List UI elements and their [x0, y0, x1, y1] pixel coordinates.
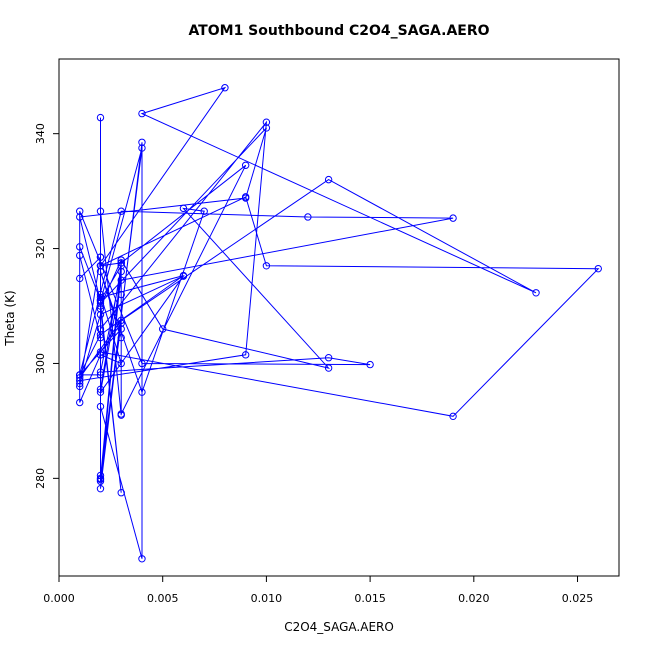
series-line	[79, 86, 600, 559]
data-point	[96, 385, 105, 394]
data-point	[96, 475, 105, 484]
data-point	[179, 271, 188, 280]
data-point	[76, 398, 84, 407]
data-point	[117, 259, 125, 267]
data-point	[449, 214, 457, 222]
data-point	[96, 371, 105, 379]
data-point	[96, 262, 105, 270]
data-point	[117, 489, 125, 497]
x-axis-label: C2O4_SAGA.AERO	[284, 620, 394, 634]
data-point	[138, 109, 146, 118]
plot-frame	[58, 58, 620, 577]
data-point	[138, 144, 146, 152]
data-point	[159, 325, 167, 333]
data-point	[117, 333, 125, 342]
data-point	[117, 319, 125, 327]
data-point	[96, 305, 105, 313]
data-point	[262, 124, 271, 132]
data-point	[96, 388, 105, 396]
data-point	[96, 113, 105, 122]
data-point	[324, 175, 333, 184]
y-axis-label: Theta (K)	[3, 290, 17, 346]
data-point	[96, 351, 105, 359]
plot-area	[76, 84, 602, 563]
data-point	[117, 359, 125, 368]
data-point	[96, 267, 105, 276]
data-point	[117, 316, 125, 325]
data-point	[241, 193, 250, 201]
data-point	[96, 310, 105, 319]
data-point	[117, 262, 125, 270]
data-point	[96, 348, 105, 356]
x-tick-label: 0.005	[147, 592, 179, 605]
data-point	[324, 354, 333, 362]
data-point	[76, 207, 84, 215]
data-point	[117, 290, 125, 299]
x-tick-label: 0.020	[458, 592, 490, 605]
x-tick-label: 0.010	[251, 592, 283, 605]
data-point	[76, 382, 84, 391]
data-point	[76, 374, 84, 382]
chart-title: ATOM1 Southbound C2O4_SAGA.AERO	[188, 23, 489, 39]
data-point	[96, 302, 105, 310]
x-tick-label: 0.025	[562, 592, 594, 605]
x-axis: 0.000 0.005 0.010 0.015 0.020 0.025	[43, 576, 593, 605]
data-point	[76, 371, 84, 379]
data-point	[449, 412, 457, 421]
y-tick-label: 280	[34, 468, 47, 489]
data-point	[96, 484, 105, 493]
data-point	[96, 253, 105, 261]
data-point	[138, 138, 146, 146]
data-point	[138, 388, 146, 396]
data-point	[241, 161, 250, 169]
data-point	[96, 331, 105, 339]
data-point	[76, 251, 84, 260]
data-point	[76, 376, 84, 385]
data-point	[117, 276, 125, 284]
data-point	[117, 325, 125, 333]
data-point	[96, 333, 105, 342]
y-tick-label: 340	[34, 123, 47, 144]
data-point	[594, 264, 602, 273]
data-point	[117, 267, 125, 276]
data-point	[262, 118, 271, 126]
data-point	[241, 351, 250, 359]
data-point	[200, 207, 208, 215]
data-point	[96, 471, 105, 480]
x-tick-label: 0.000	[43, 592, 75, 605]
data-point	[96, 368, 105, 376]
data-point	[96, 402, 105, 411]
y-tick-label: 300	[34, 353, 47, 374]
data-point	[117, 207, 125, 215]
data-point	[76, 274, 84, 283]
data-point	[96, 325, 105, 333]
data-point	[138, 359, 146, 368]
y-axis: 280 300 320 340	[34, 123, 59, 489]
y-tick-label: 320	[34, 238, 47, 259]
data-point	[96, 207, 105, 215]
data-point	[179, 204, 188, 213]
data-point	[366, 360, 374, 369]
data-point	[76, 243, 84, 251]
data-point	[96, 296, 105, 304]
data-point	[76, 379, 84, 388]
data-point	[532, 289, 540, 297]
data-point	[117, 411, 125, 419]
data-point	[76, 213, 84, 221]
x-tick-label: 0.015	[354, 592, 386, 605]
data-point	[221, 84, 229, 92]
data-point	[117, 256, 125, 264]
data-point	[138, 555, 146, 563]
data-point	[324, 364, 333, 372]
data-point	[304, 213, 312, 221]
data-point	[262, 262, 271, 270]
data-point	[96, 293, 105, 302]
